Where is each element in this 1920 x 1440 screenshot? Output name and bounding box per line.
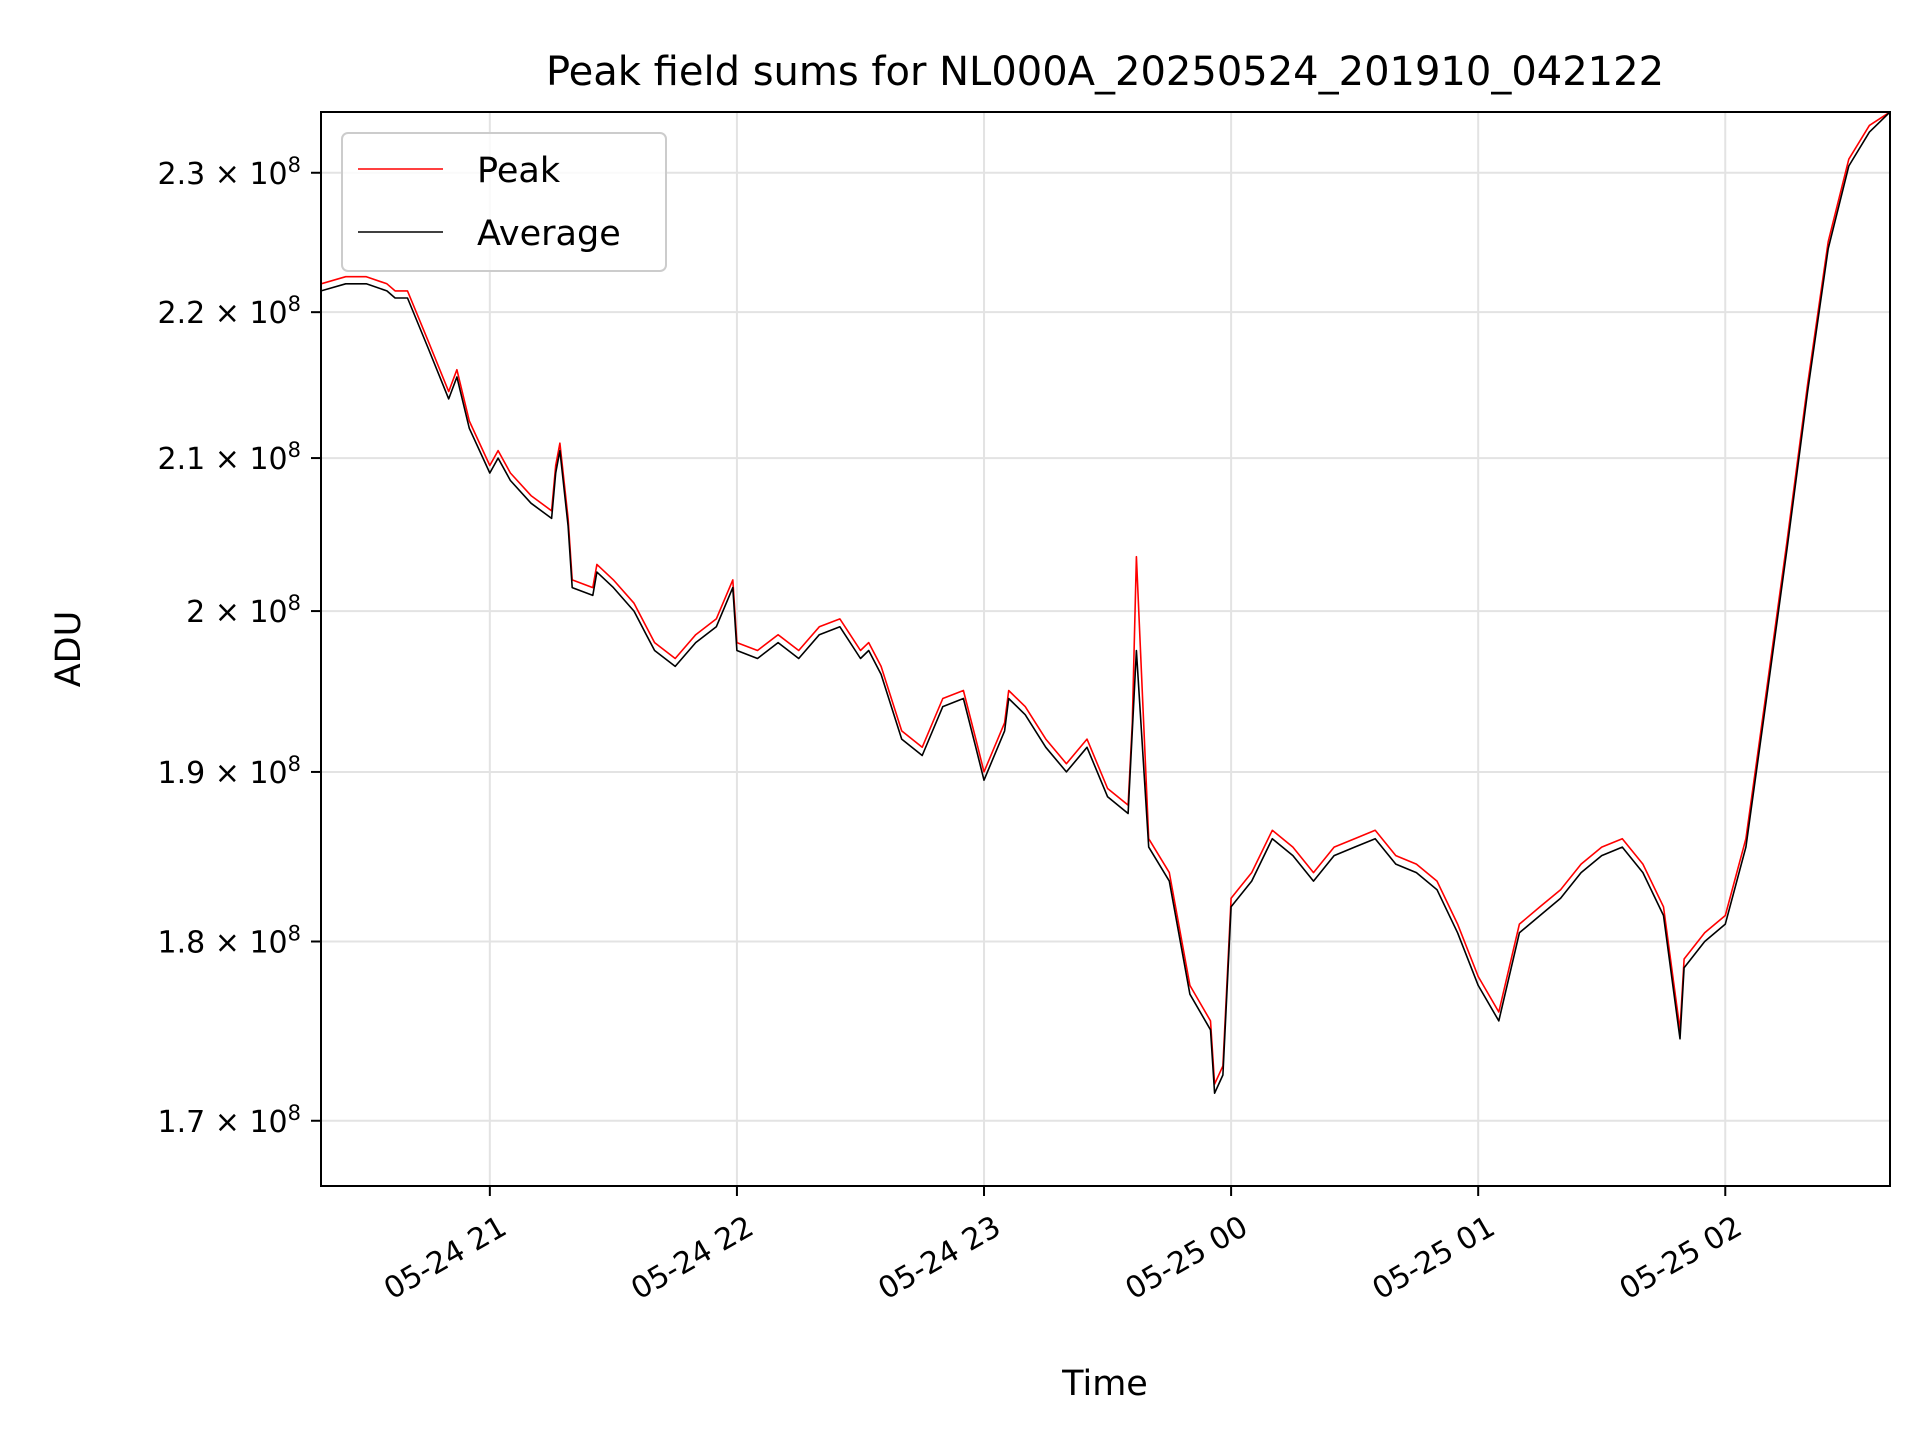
y-tick-label: 2.2 × 108	[158, 292, 301, 331]
y-tick-exponent: 8	[288, 1101, 301, 1125]
y-tick-exponent: 8	[288, 922, 301, 946]
x-axis-label: Time	[1061, 1364, 1148, 1404]
series-line-average	[321, 112, 1890, 1094]
y-tick-times: × 10	[205, 157, 287, 192]
y-tick-times: × 10	[205, 296, 287, 331]
y-tick-mantissa: 1.7	[158, 1105, 206, 1140]
y-axis-label: ADU	[49, 611, 89, 688]
legend-label-average: Average	[477, 214, 621, 254]
y-tick-label: 1.8 × 108	[158, 922, 301, 961]
y-tick-times: × 10	[205, 595, 287, 630]
y-tick-mantissa: 2.1	[158, 442, 206, 477]
y-tick-mantissa: 1.8	[158, 926, 206, 961]
y-tick-exponent: 8	[288, 438, 301, 462]
y-tick-mantissa: 1.9	[158, 756, 206, 791]
y-tick-mantissa: 2.3	[158, 157, 206, 192]
series-line-peak	[321, 112, 1890, 1085]
y-tick-exponent: 8	[288, 153, 301, 177]
y-tick-times: × 10	[205, 756, 287, 791]
plot-area	[321, 112, 1890, 1186]
legend: Peak Average	[341, 132, 667, 272]
legend-label-peak: Peak	[477, 151, 561, 191]
y-tick-mantissa: 2.2	[158, 296, 206, 331]
y-tick-times: × 10	[205, 926, 287, 961]
legend-box	[341, 132, 667, 272]
plot-frame	[320, 111, 1891, 1187]
y-tick-mantissa: 2	[186, 595, 205, 630]
y-tick-label: 1.7 × 108	[158, 1101, 301, 1140]
y-tick-label: 2 × 108	[186, 591, 301, 630]
y-tick-times: × 10	[205, 1105, 287, 1140]
y-tick-exponent: 8	[288, 292, 301, 316]
y-tick-times: × 10	[205, 442, 287, 477]
y-tick-label: 1.9 × 108	[158, 752, 301, 791]
y-tick-exponent: 8	[288, 591, 301, 615]
y-tick-label: 2.3 × 108	[158, 153, 301, 192]
chart-title: Peak field sums for NL000A_20250524_2019…	[546, 49, 1664, 95]
y-tick-exponent: 8	[288, 752, 301, 776]
y-tick-label: 2.1 × 108	[158, 438, 301, 477]
series-layer	[321, 112, 1890, 1094]
